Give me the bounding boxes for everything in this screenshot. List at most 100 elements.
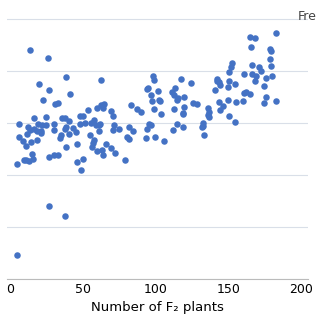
Point <box>144 87 149 92</box>
Point <box>38 130 44 135</box>
Point <box>200 120 205 125</box>
Point <box>253 73 258 78</box>
Point <box>46 88 51 93</box>
Point <box>91 138 96 143</box>
Point <box>267 46 272 52</box>
Point <box>63 115 68 120</box>
Point <box>27 159 32 164</box>
Point <box>206 109 211 114</box>
Point <box>124 134 129 139</box>
Point <box>78 168 83 173</box>
Point <box>214 76 219 82</box>
Point <box>143 135 148 140</box>
Point <box>273 30 278 36</box>
Point <box>100 106 105 111</box>
Point <box>217 79 222 84</box>
Point <box>57 135 62 140</box>
Point <box>128 103 133 108</box>
Point <box>172 92 177 97</box>
Point <box>60 116 65 121</box>
Point <box>252 36 258 41</box>
Point <box>43 123 48 128</box>
Point <box>127 124 132 129</box>
Point <box>170 90 175 95</box>
Point <box>253 78 258 83</box>
Point <box>200 123 205 128</box>
Point <box>62 126 68 131</box>
Point <box>269 49 274 54</box>
Point <box>27 127 32 132</box>
Point <box>111 123 116 128</box>
Point <box>21 157 27 162</box>
Point <box>34 138 39 143</box>
Point <box>101 101 107 106</box>
Point <box>63 75 68 80</box>
Point <box>66 132 71 137</box>
Point <box>26 124 31 130</box>
Point <box>73 130 78 135</box>
Point <box>181 124 186 130</box>
Point <box>56 152 61 157</box>
Point <box>228 65 234 70</box>
Point <box>31 126 36 131</box>
Point <box>234 100 239 105</box>
Point <box>148 92 154 97</box>
Point <box>96 122 101 127</box>
Point <box>51 127 56 132</box>
Point <box>180 110 186 115</box>
Point <box>108 145 113 150</box>
X-axis label: Number of F₂ plants: Number of F₂ plants <box>92 301 224 315</box>
Point <box>91 117 96 123</box>
Point <box>111 114 116 119</box>
Point <box>28 47 33 52</box>
Point <box>77 114 83 119</box>
Point <box>242 90 247 95</box>
Point <box>28 139 33 144</box>
Point <box>30 156 35 162</box>
Point <box>20 138 25 143</box>
Point <box>259 68 264 73</box>
Point <box>24 132 29 137</box>
Point <box>227 79 232 84</box>
Point <box>241 72 246 77</box>
Point <box>88 132 93 138</box>
Point <box>178 77 183 82</box>
Point <box>98 78 103 83</box>
Text: Fre: Fre <box>298 10 317 23</box>
Point <box>86 107 91 112</box>
Point <box>75 160 80 165</box>
Point <box>226 114 231 119</box>
Point <box>268 56 273 61</box>
Point <box>15 161 20 166</box>
Point <box>206 106 211 111</box>
Point <box>262 83 267 88</box>
Point <box>64 124 69 130</box>
Point <box>207 115 212 120</box>
Point <box>156 98 161 103</box>
Point <box>151 74 156 79</box>
Point <box>149 98 155 103</box>
Point <box>134 106 140 111</box>
Point <box>248 34 253 39</box>
Point <box>97 121 102 126</box>
Point <box>139 109 144 114</box>
Point <box>35 121 40 126</box>
Point <box>148 122 153 127</box>
Point <box>24 143 29 148</box>
Point <box>63 214 68 219</box>
Point <box>70 125 76 131</box>
Point <box>145 85 150 90</box>
Point <box>32 116 37 121</box>
Point <box>172 85 177 90</box>
Point <box>217 83 222 88</box>
Point <box>191 100 196 105</box>
Point <box>110 128 115 133</box>
Point <box>263 94 268 100</box>
Point <box>109 108 114 113</box>
Point <box>145 126 150 132</box>
Point <box>218 108 223 113</box>
Point <box>38 128 43 133</box>
Point <box>100 148 105 153</box>
Point <box>243 90 248 95</box>
Point <box>51 122 56 127</box>
